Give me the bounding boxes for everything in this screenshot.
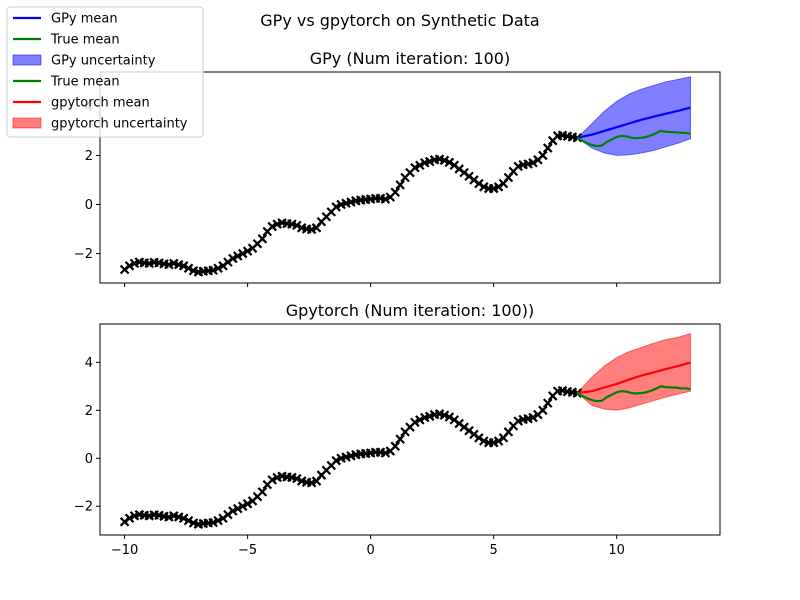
gpytorch-observation-point xyxy=(267,475,277,485)
gpytorch-observation-point xyxy=(178,513,189,523)
gpytorch-observation-point xyxy=(415,415,425,425)
gpy-observation-point xyxy=(528,158,538,168)
gpytorch-y-tick-label: −2 xyxy=(74,500,93,515)
legend: GPy mean True mean GPy uncertainty True mea… xyxy=(6,6,204,138)
gpy-observation-point xyxy=(242,246,253,256)
gpy-observation-point xyxy=(233,251,243,261)
legend-patch-swatch xyxy=(12,117,42,129)
gpy-observation-point xyxy=(213,263,223,274)
gpytorch-observation-point xyxy=(233,503,243,514)
gpytorch-y-tick-label: 0 xyxy=(85,452,93,467)
legend-entry-label: True mean xyxy=(50,33,120,48)
gpy-observation-point xyxy=(124,261,135,271)
gpy-y-tick-label: 2 xyxy=(85,149,93,164)
gpytorch-observation-point xyxy=(474,433,484,443)
legend-entry-label: gpytorch uncertainty xyxy=(51,117,188,132)
gpytorch-observation-point xyxy=(124,513,135,523)
gpytorch-axes: −10 −5 0 5 10 −2 0 2 4 xyxy=(74,356,625,558)
gpy-observation-point xyxy=(178,261,189,271)
legend-entry-label: GPy mean xyxy=(51,12,118,27)
gpytorch-y-tick-label: 4 xyxy=(85,356,93,371)
gpytorch-observation-point xyxy=(257,487,268,497)
gpy-true-mean-line xyxy=(576,129,691,148)
gpytorch-true-mean-line xyxy=(576,385,691,403)
gpytorch-observation-point xyxy=(213,515,223,526)
gpy-observation-point xyxy=(493,182,504,192)
gpy-y-tick-label: 0 xyxy=(85,198,93,213)
gpy-observation-point xyxy=(292,220,302,231)
gpytorch-uncertainty-band xyxy=(576,332,691,411)
gpytorch-observation-point xyxy=(410,417,420,428)
gpy-observation-point xyxy=(538,150,548,161)
legend-box xyxy=(6,6,204,138)
gpy-observation-point xyxy=(410,162,420,173)
legend-entry-label: True mean xyxy=(50,75,120,90)
gpytorch-observation-point xyxy=(390,441,401,452)
gpytorch-plot-area xyxy=(119,332,691,529)
gpytorch-observation-point xyxy=(242,499,253,509)
gpytorch-observation-point xyxy=(331,455,341,466)
legend-entry-label: gpytorch mean xyxy=(51,96,150,111)
gpy-observation-point xyxy=(257,234,268,244)
gpy-observation-point xyxy=(267,221,277,232)
gpytorch-panel: Gpytorch (Num iteration: 100)) −10 −5 0 5 10… xyxy=(74,301,721,558)
gpy-panel-title: GPy (Num iteration: 100) xyxy=(310,49,510,68)
gpytorch-observation-point xyxy=(292,473,302,484)
figure-title: GPy vs gpytorch on Synthetic Data xyxy=(260,11,539,30)
gpytorch-observation-point xyxy=(237,501,248,512)
gpytorch-y-tick-label: 2 xyxy=(85,404,93,419)
gpy-axes-frame xyxy=(99,71,721,284)
gpytorch-observation-point xyxy=(538,405,548,416)
gpytorch-observation-point xyxy=(183,515,194,526)
gpytorch-panel-title: Gpytorch (Num iteration: 100)) xyxy=(286,301,534,320)
gpytorch-mean-line xyxy=(577,361,691,395)
gpy-mean-line xyxy=(577,106,691,139)
gpy-observation-point xyxy=(474,178,484,189)
gpy-observation-point xyxy=(415,160,425,171)
gpytorch-x-tick-label: −5 xyxy=(238,543,257,558)
gpytorch-x-tick-label: 5 xyxy=(490,543,498,558)
gpytorch-observation-point xyxy=(528,412,538,423)
gpytorch-observation-point xyxy=(444,412,455,422)
gpy-observation-point xyxy=(390,187,401,197)
gpytorch-observation-point xyxy=(493,436,504,446)
gpy-observation-point xyxy=(237,248,248,259)
gpy-observation-point xyxy=(543,143,553,153)
gpytorch-observation-point xyxy=(228,506,238,516)
gpy-plot-area xyxy=(119,76,691,277)
gpy-y-tick-label: −2 xyxy=(74,247,93,262)
gpy-observation-point xyxy=(444,157,455,168)
gpy-observation-point xyxy=(331,202,341,212)
legend-entry-label: GPy uncertainty xyxy=(51,54,156,69)
gpy-observation-point xyxy=(228,253,238,264)
gpytorch-observation-point xyxy=(543,398,553,408)
legend-patch-swatch xyxy=(12,54,42,66)
gpy-observation-point xyxy=(395,180,405,190)
gpytorch-axes-frame xyxy=(99,323,721,536)
gpytorch-x-tick-label: 0 xyxy=(366,543,374,558)
gpytorch-x-tick-label: 10 xyxy=(608,543,625,558)
gpy-observation-point xyxy=(183,263,194,274)
gpytorch-observation-point xyxy=(395,434,405,444)
gpytorch-x-tick-label: −10 xyxy=(111,543,138,558)
